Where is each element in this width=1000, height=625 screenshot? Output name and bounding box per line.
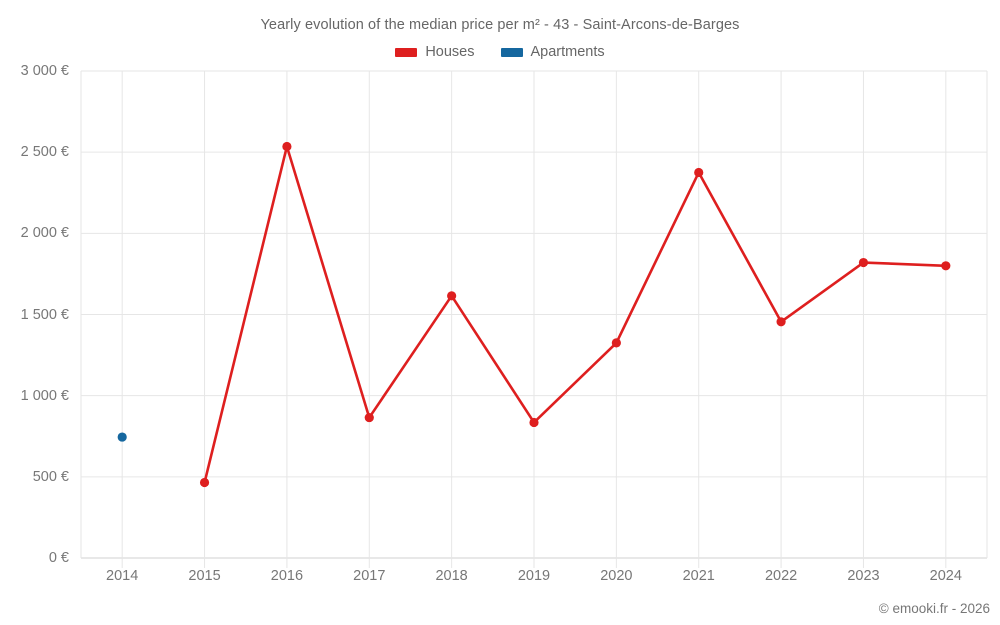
data-point-houses-2020	[611, 338, 621, 348]
chart-legend: Houses Apartments	[0, 44, 1000, 60]
x-axis-tick-label: 2015	[188, 568, 221, 584]
chart-footer-credit: © emooki.fr - 2026	[878, 601, 990, 616]
x-axis-tick-label: 2021	[682, 568, 715, 584]
legend-item-houses[interactable]: Houses	[395, 44, 475, 60]
data-point-houses-2023	[858, 257, 869, 268]
series-line-houses	[203, 145, 948, 484]
grid-lines	[80, 70, 988, 568]
data-point-houses-2024	[941, 261, 951, 271]
x-axis-tick-label: 2014	[106, 568, 139, 584]
x-axis-tick-label: 2022	[764, 568, 798, 584]
legend-label-houses: Houses	[425, 44, 475, 60]
legend-label-apartments: Apartments	[530, 44, 605, 60]
y-axis-tick-label: 0 €	[48, 550, 69, 566]
data-point-houses-2021	[694, 167, 704, 178]
y-axis-tick-label: 2 000 €	[20, 225, 69, 242]
x-axis-tick-label: 2020	[600, 568, 633, 584]
y-axis-tick-label: 3 000 €	[20, 63, 69, 79]
data-point-houses-2018	[447, 291, 457, 301]
x-axis-tick-label: 2019	[517, 568, 551, 584]
series-points	[117, 141, 951, 488]
y-axis-tick-label: 1 500 €	[20, 306, 69, 323]
legend-swatch-houses	[395, 47, 418, 57]
data-point-houses-2016	[282, 141, 292, 152]
x-axis-tick-label: 2016	[270, 568, 304, 584]
chart-title: Yearly evolution of the median price per…	[260, 17, 740, 33]
data-point-houses-2015	[199, 477, 210, 488]
data-point-houses-2017	[364, 412, 374, 423]
legend-item-apartments[interactable]: Apartments	[500, 44, 605, 60]
y-axis-tick-label: 500 €	[32, 468, 69, 485]
x-axis-tick-label: 2017	[353, 568, 386, 584]
x-axis-tick-label: 2023	[847, 568, 880, 584]
series-lines	[203, 145, 948, 484]
x-axis-tick-label: 2024	[929, 568, 962, 584]
legend-swatch-apartments	[500, 47, 523, 57]
data-point-houses-2019	[529, 417, 539, 428]
y-axis-tick-label: 2 500 €	[20, 144, 69, 161]
x-axis-tick-label: 2018	[435, 568, 468, 584]
data-point-houses-2022	[776, 317, 786, 327]
y-axis: 0 € 500 € 1 000 € 1 500 € 2 000 € 2 500 € 3 00…	[0, 0, 69, 625]
y-axis-tick-label: 1 000 €	[20, 387, 69, 404]
data-point-apartments-2014	[117, 432, 127, 442]
